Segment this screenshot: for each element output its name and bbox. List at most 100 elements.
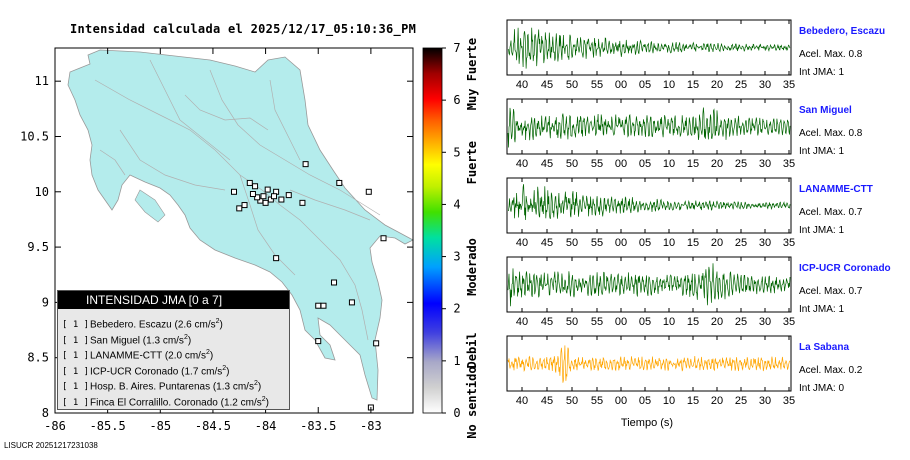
colorbar-tick-label: 6 <box>453 93 460 107</box>
time-tick-label: 45 <box>541 79 553 91</box>
waveform-line <box>507 27 791 69</box>
station-name: Bebedero, Escazu <box>799 26 885 37</box>
station-marker <box>231 188 237 195</box>
time-tick-label: 00 <box>615 79 627 91</box>
time-tick-label: 25 <box>735 79 747 91</box>
acel-max-value: Acel. Max. 0.8 <box>799 49 863 60</box>
station-marker <box>236 205 243 212</box>
time-tick-label: 30 <box>759 237 771 249</box>
map-x-tick-label: -85 <box>149 419 171 433</box>
time-tick-label: 30 <box>759 158 771 170</box>
time-tick-label: 55 <box>591 395 603 407</box>
time-tick-label: 35 <box>783 79 795 91</box>
int-jma-value: Int JMA: 1 <box>799 225 844 236</box>
station-marker <box>241 202 248 209</box>
time-tick-label: 50 <box>566 237 578 249</box>
station-marker <box>331 279 338 286</box>
station-marker <box>315 302 322 309</box>
station-marker <box>260 193 267 200</box>
map-x-tick-label: -84 <box>255 419 277 433</box>
time-tick-label: 20 <box>711 79 723 91</box>
time-tick-label: 40 <box>516 158 528 170</box>
time-tick-label: 00 <box>615 158 627 170</box>
map-x-tick-label: -85.5 <box>90 419 126 433</box>
time-tick-label: 05 <box>639 237 651 249</box>
time-tick-label: 45 <box>541 237 553 249</box>
time-tick-label: 05 <box>639 158 651 170</box>
int-jma-value: Int JMA: 1 <box>799 67 844 78</box>
seismogram-panel: 40 45 50 55 00 05 10 15 20 25 30 35 LANAMME-CTT Acel.… <box>506 177 873 249</box>
time-tick-label: 55 <box>591 79 603 91</box>
station-marker <box>278 196 285 203</box>
time-tick-label: 50 <box>566 316 578 328</box>
map-x-tick-label: -84.5 <box>195 419 231 433</box>
time-tick-label: 40 <box>516 316 528 328</box>
station-marker <box>271 193 278 200</box>
station-marker <box>380 235 387 242</box>
legend-item: [ 1 ]Hosp. B. Aires. Puntarenas (1.3 cm/… <box>62 380 262 393</box>
station-name: LANAMME-CTT <box>799 184 873 195</box>
station-marker <box>373 340 380 347</box>
time-tick-label: 10 <box>663 316 675 328</box>
waveform-line <box>507 345 791 383</box>
int-jma-value: Int JMA: 1 <box>799 146 844 157</box>
legend-item: [ 1 ]Bebedero. Escazu (2.6 cm/s2) <box>62 318 223 331</box>
map-y-tick-label: 8.5 <box>27 351 49 365</box>
time-tick-label: 50 <box>566 158 578 170</box>
time-tick-label: 25 <box>735 395 747 407</box>
time-tick-label: 20 <box>711 316 723 328</box>
colorbar-tick-label: 1 <box>453 354 460 368</box>
time-tick-label: 15 <box>687 79 699 91</box>
footer-id: LISUCR 20251217231038 <box>4 441 98 450</box>
waveform-line <box>507 107 791 148</box>
station-marker <box>336 179 343 186</box>
time-tick-label: 50 <box>566 395 578 407</box>
map-y-tick-label: 8 <box>42 406 49 420</box>
time-tick-label: 45 <box>541 316 553 328</box>
station-name: ICP-UCR Coronado <box>799 263 891 274</box>
legend-item: [ 1 ]ICP-UCR Coronado (1.7 cm/s2) <box>62 364 230 377</box>
map-x-tick-label: -83.5 <box>300 419 336 433</box>
time-tick-label: 35 <box>783 395 795 407</box>
map-y-tick-label: 10 <box>35 185 49 199</box>
station-name: La Sabana <box>799 342 849 353</box>
colorbar-tick-label: 0 <box>453 406 460 420</box>
legend-item: [ 1 ]San Miguel (1.3 cm/s2) <box>62 333 192 346</box>
time-tick-label: 05 <box>639 79 651 91</box>
colorbar-category-label: Fuerte <box>465 141 479 184</box>
station-marker <box>264 186 271 193</box>
seismogram-panel: 40 45 50 55 00 05 10 15 20 25 30 35 ICP-UCR Coronado… <box>506 256 891 328</box>
time-tick-label: 00 <box>615 395 627 407</box>
colorbar-category-label: Debil <box>465 332 479 368</box>
colorbar-category-label: No sentido <box>465 366 479 438</box>
map-y-tick-label: 9.5 <box>27 240 49 254</box>
time-tick-label: 15 <box>687 316 699 328</box>
station-marker <box>262 199 269 206</box>
acel-max-value: Acel. Max. 0.7 <box>799 207 863 218</box>
int-jma-value: Int JMA: 1 <box>799 304 844 315</box>
time-tick-label: 10 <box>663 237 675 249</box>
station-marker <box>320 302 327 309</box>
map-y-tick-label: 11 <box>35 74 49 88</box>
colorbar: 7 6 5 4 3 2 1 0 Muy Fuerte Fuerte Moderado DebilNo… <box>422 38 479 439</box>
legend-box: INTENSIDAD JMA [0 a 7] [ 1 ]Bebedero. Es… <box>57 290 290 410</box>
time-tick-label: 15 <box>687 158 699 170</box>
time-tick-label: 15 <box>687 395 699 407</box>
time-tick-label: 55 <box>591 316 603 328</box>
legend-title: INTENSIDAD JMA [0 a 7] <box>58 291 289 309</box>
colorbar-tick-label: 4 <box>453 197 460 211</box>
seismogram-panels: 40 45 50 55 00 05 10 15 20 25 30 35 Bebedero, Escazu… <box>506 19 891 407</box>
station-marker <box>285 192 292 199</box>
colorbar-tick-label: 2 <box>453 302 460 316</box>
station-marker <box>254 194 261 201</box>
colorbar-category-label: Moderado <box>465 238 479 296</box>
time-tick-label: 25 <box>735 158 747 170</box>
time-tick-label: 40 <box>516 237 528 249</box>
time-tick-label: 50 <box>566 79 578 91</box>
time-tick-label: 20 <box>711 158 723 170</box>
waveform-line <box>507 263 791 307</box>
time-tick-label: 35 <box>783 237 795 249</box>
station-marker <box>252 183 259 190</box>
station-marker <box>315 338 322 345</box>
